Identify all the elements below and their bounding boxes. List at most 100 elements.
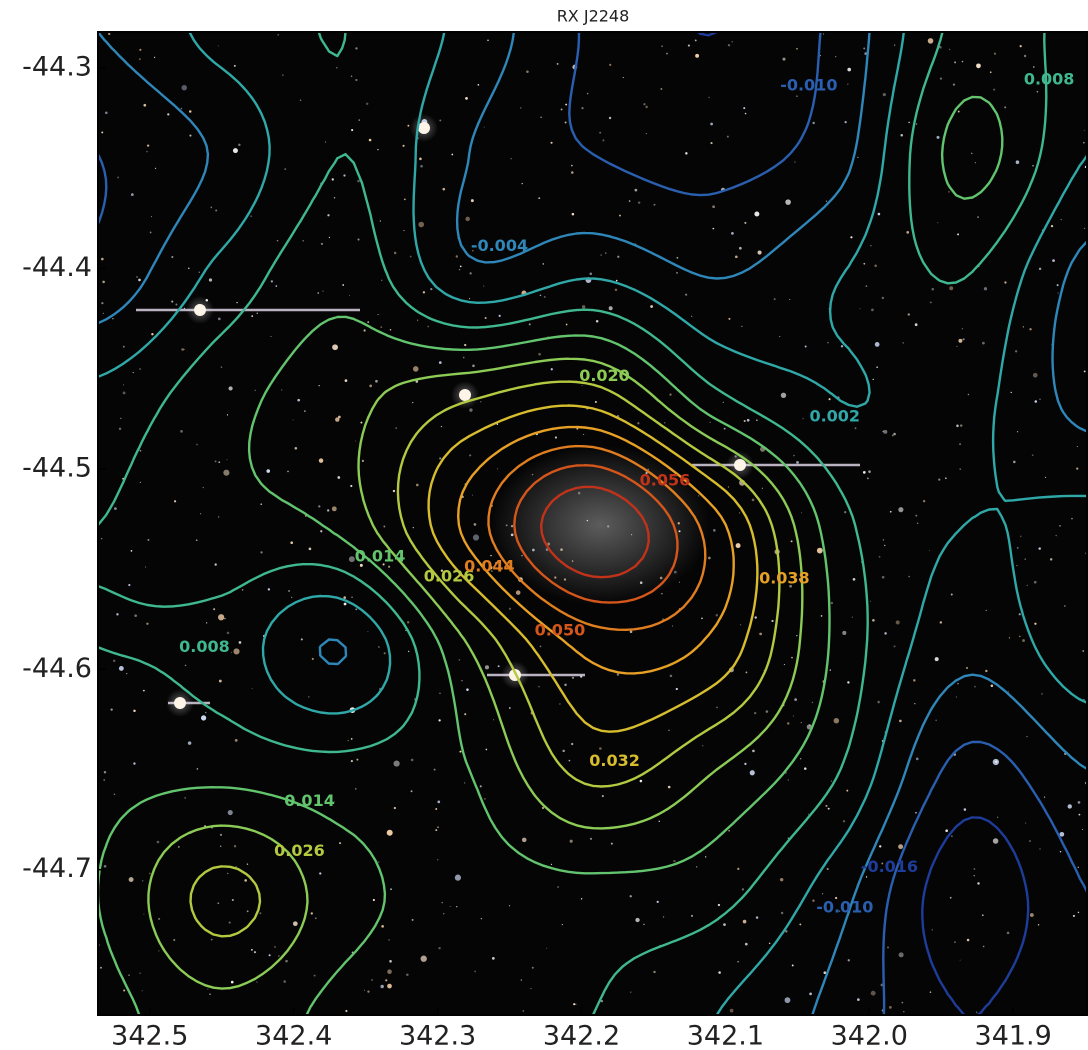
star — [158, 917, 161, 921]
star — [639, 779, 643, 783]
star — [220, 845, 222, 847]
star — [658, 820, 660, 823]
star — [581, 107, 584, 110]
star — [380, 984, 384, 989]
star — [1077, 911, 1080, 914]
star — [717, 903, 721, 907]
star — [687, 44, 690, 47]
star — [718, 971, 721, 974]
star — [233, 845, 237, 848]
star — [820, 615, 823, 617]
star — [973, 874, 976, 877]
star — [410, 790, 413, 793]
star — [113, 659, 116, 663]
star — [559, 703, 561, 705]
star — [118, 427, 122, 431]
star — [254, 389, 256, 391]
star — [744, 942, 748, 946]
star — [989, 71, 992, 74]
star — [377, 148, 379, 151]
star — [219, 833, 223, 836]
star — [200, 715, 207, 721]
star — [605, 252, 607, 254]
star — [175, 303, 178, 306]
star — [210, 938, 213, 941]
star — [351, 596, 353, 598]
star — [883, 544, 886, 547]
star — [565, 323, 568, 326]
star — [285, 959, 288, 963]
star — [256, 312, 258, 315]
star — [830, 780, 833, 782]
star — [443, 913, 445, 915]
star — [466, 688, 469, 691]
star — [784, 997, 791, 1004]
star — [233, 64, 236, 67]
star — [882, 92, 886, 97]
star — [510, 533, 514, 537]
star — [539, 645, 542, 648]
star — [607, 525, 610, 528]
star — [645, 471, 648, 475]
star — [1064, 605, 1066, 607]
star — [602, 139, 605, 142]
star — [995, 760, 998, 763]
star — [420, 164, 423, 168]
star — [874, 342, 880, 347]
star — [685, 293, 688, 296]
star — [310, 912, 313, 915]
star — [791, 656, 793, 659]
star — [959, 959, 961, 961]
star — [377, 314, 379, 316]
star — [538, 685, 540, 688]
star — [798, 578, 802, 581]
star — [377, 861, 380, 863]
star — [779, 336, 781, 338]
star — [410, 758, 414, 762]
star — [668, 729, 670, 732]
star — [842, 820, 846, 823]
star — [844, 510, 847, 514]
star — [308, 547, 312, 551]
star — [954, 941, 956, 944]
star — [335, 417, 340, 422]
star — [710, 122, 713, 126]
star — [300, 638, 303, 641]
contour-label: 0.014 — [284, 791, 335, 810]
star — [882, 539, 884, 541]
star — [985, 609, 987, 612]
star — [723, 923, 726, 927]
star — [510, 158, 512, 160]
star — [392, 489, 396, 493]
star — [483, 126, 485, 128]
star — [955, 696, 957, 698]
star — [438, 719, 441, 722]
star — [388, 565, 391, 568]
star — [133, 762, 136, 765]
star — [489, 565, 493, 570]
star — [218, 461, 221, 463]
star — [794, 161, 796, 163]
x-tick-label: 342.1 — [687, 1021, 764, 1050]
star — [441, 902, 443, 904]
star — [676, 256, 679, 259]
star — [677, 522, 680, 525]
star — [741, 888, 745, 891]
star — [540, 116, 542, 119]
star — [601, 794, 604, 798]
star — [459, 265, 462, 268]
star — [345, 1009, 348, 1013]
star — [931, 929, 933, 931]
star — [484, 665, 490, 670]
star — [180, 430, 183, 433]
star — [931, 287, 935, 291]
star — [100, 966, 102, 969]
contour-label: -0.004 — [471, 236, 528, 255]
y-tick-label: -44.6 — [22, 653, 92, 684]
star — [260, 503, 263, 506]
star — [328, 236, 331, 239]
star — [375, 379, 378, 383]
star — [464, 782, 466, 784]
star — [339, 842, 342, 845]
star — [796, 634, 798, 637]
